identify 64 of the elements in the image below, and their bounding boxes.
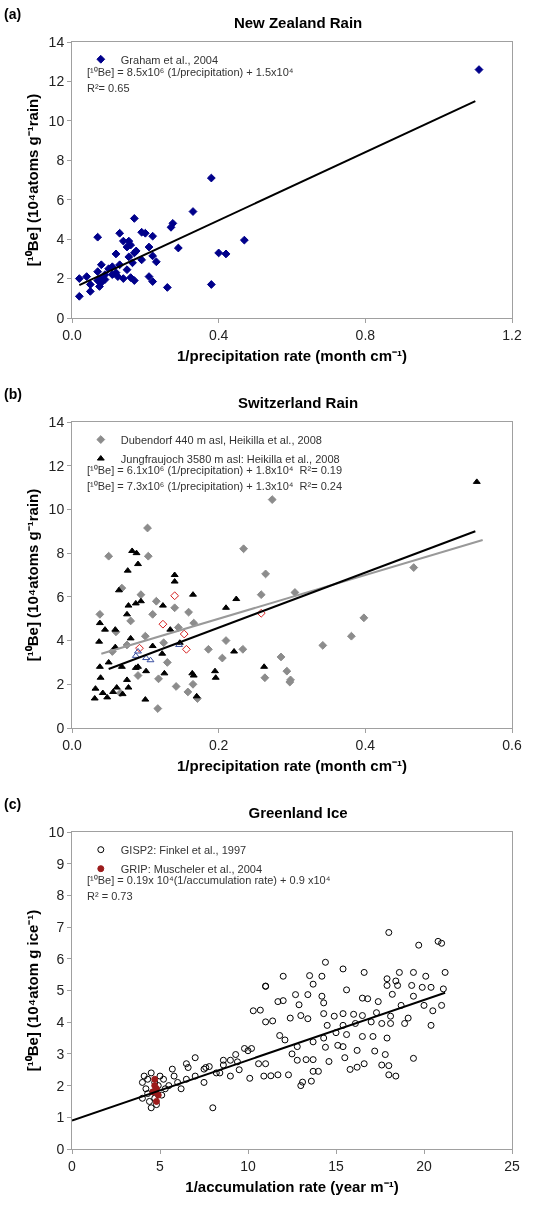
text: (c) xyxy=(4,796,22,812)
y-tick-label: 0 xyxy=(56,719,65,736)
annotation: [¹⁰Be] = 6.1x10⁶ (1/precipitation) + 1.8x10⁴ R²= 0.19 xyxy=(87,464,343,476)
y-tick-label: 9 xyxy=(56,855,65,872)
text: (b) xyxy=(4,386,22,402)
y-axis-title: [¹⁰Be] (10⁴atom g ice⁻¹) xyxy=(23,909,41,1072)
y-tick-label: 14 xyxy=(48,33,65,50)
annotation: [¹⁰Be] = 8.5x10⁶ (1/precipitation) + 1.5x10⁴ xyxy=(87,66,294,78)
y-tick-label: 3 xyxy=(56,1045,65,1062)
y-tick-label: 2 xyxy=(56,1077,65,1094)
legend-label: Graham et al., 2004 xyxy=(120,53,219,66)
y-tick-label: 4 xyxy=(56,632,65,649)
chart-title: Switzerland Rain xyxy=(238,394,359,411)
legend-label: GISP2: Finkel et al., 1997 xyxy=(120,843,247,856)
y-tick-label: 7 xyxy=(56,919,65,935)
text: (a) xyxy=(4,6,22,22)
x-tick-label: 25 xyxy=(504,1157,520,1174)
x-tick-label: 0.4 xyxy=(208,326,229,343)
x-tick-label: 1.2 xyxy=(502,326,522,343)
annotation: R²= 0.65 xyxy=(87,82,130,94)
y-tick-label: 8 xyxy=(56,152,65,169)
y-tick-label: 10 xyxy=(48,501,65,518)
x-tick-label: 0.0 xyxy=(62,326,82,343)
x-axis-title: 1/accumulation rate (year m⁻¹) xyxy=(185,1177,399,1195)
y-tick-label: 10 xyxy=(48,112,65,129)
annotation: [¹⁰Be] = 0.19x 10⁴(1/accumulation rate) + 0.9 x10⁴ xyxy=(87,874,331,886)
x-tick-label: 0.6 xyxy=(502,736,522,753)
y-tick-label: 12 xyxy=(48,73,65,90)
y-tick-label: 2 xyxy=(56,270,65,287)
legend-label: Jungfraujoch 3580 m asl: Heikilla et al., 2008 xyxy=(120,452,340,465)
chart-title: Greenland Ice xyxy=(248,804,348,821)
y-tick-label: 5 xyxy=(56,982,65,999)
y-tick-label: 0 xyxy=(56,309,65,326)
y-tick-label: 4 xyxy=(56,231,65,248)
y-tick-label: 0 xyxy=(56,1140,65,1157)
y-tick-label: 6 xyxy=(56,950,65,967)
x-tick-label: 0 xyxy=(68,1157,77,1174)
x-tick-label: 0.0 xyxy=(62,736,82,753)
y-tick-label: 8 xyxy=(56,887,65,904)
annotation: R² = 0.73 xyxy=(87,890,133,902)
y-tick-label: 14 xyxy=(48,413,65,430)
y-tick-label: 10 xyxy=(48,823,65,840)
x-tick-label: 10 xyxy=(240,1157,256,1174)
legend-label: Dubendorf 440 m asl, Heikilla et al., 2008 xyxy=(120,433,322,446)
y-tick-label: 2 xyxy=(56,676,65,693)
y-tick-label: 8 xyxy=(56,545,65,562)
annotation: [¹⁰Be] = 7.3x10⁶ (1/precipitation) + 1.3x10⁴ R²= 0.24 xyxy=(87,480,343,492)
y-axis-title: [¹⁰Be] (10⁴atoms g⁻¹rain) xyxy=(23,93,41,267)
y-tick-label: 1 xyxy=(56,1109,65,1126)
y-tick-label: 6 xyxy=(56,191,65,208)
chart-title: New Zealand Rain xyxy=(233,14,363,31)
y-tick-label: 4 xyxy=(56,1014,65,1031)
x-tick-label: 0.8 xyxy=(355,326,376,343)
y-tick-label: 6 xyxy=(56,588,65,605)
x-axis-title: 1/precipitation rate (month cm⁻¹) xyxy=(176,346,408,364)
y-tick-label: 12 xyxy=(48,457,65,474)
x-tick-label: 0.2 xyxy=(208,736,229,753)
x-tick-label: 15 xyxy=(328,1157,344,1174)
x-axis-title: 1/precipitation rate (month cm⁻¹) xyxy=(176,756,408,774)
x-tick-label: 0.4 xyxy=(355,736,376,753)
x-tick-label: 5 xyxy=(156,1157,165,1174)
y-axis-title: [¹⁰Be] (10⁴atoms g⁻¹rain) xyxy=(23,488,41,662)
legend-label: GRIP: Muscheler et al., 2004 xyxy=(120,862,263,875)
x-tick-label: 20 xyxy=(416,1157,432,1174)
